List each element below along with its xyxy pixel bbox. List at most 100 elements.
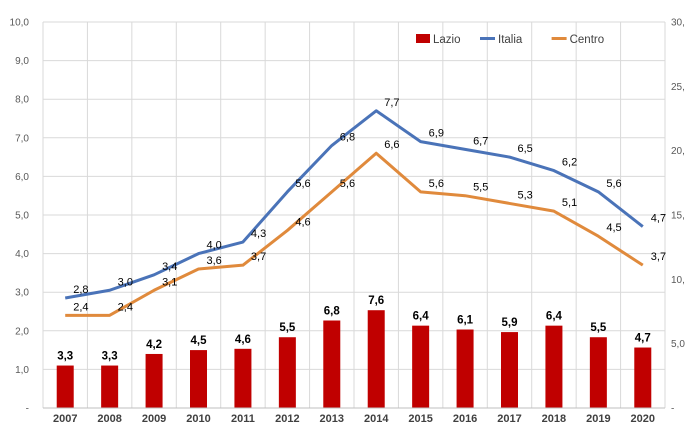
line-data-label-italia: 5,6 bbox=[295, 178, 310, 190]
line-data-label-italia: 4,0 bbox=[207, 240, 222, 252]
y-right-tick-label: 5,0 bbox=[671, 339, 685, 350]
y-axis-right: - 5,0 10, 15, 20, 25, 30, bbox=[671, 18, 685, 415]
y-left-tick-label: 7,0 bbox=[15, 133, 29, 144]
bar-lazio bbox=[190, 350, 207, 408]
bar-lazio bbox=[145, 353, 163, 408]
bar-data-label: 7,6 bbox=[368, 295, 384, 307]
x-tick-label: 2010 bbox=[186, 413, 210, 425]
line-centro bbox=[65, 151, 644, 317]
line-data-label-italia: 4,7 bbox=[651, 213, 666, 225]
x-tick-label: 2020 bbox=[631, 413, 655, 425]
bar-data-label: 6,4 bbox=[413, 311, 430, 323]
line-data-label-centro: 5,5 bbox=[473, 182, 488, 194]
line-data-label-italia: 2,8 bbox=[73, 284, 88, 296]
line-data-label-italia: 6,7 bbox=[473, 135, 488, 147]
line-data-label-italia: 6,9 bbox=[429, 128, 444, 140]
y-right-tick-label: - bbox=[671, 404, 674, 415]
y-left-tick-label: 2,0 bbox=[15, 326, 29, 337]
bar-data-label: 6,4 bbox=[546, 311, 563, 323]
y-left-tick-label: 6,0 bbox=[15, 172, 29, 183]
line-data-label-centro: 2,4 bbox=[118, 301, 133, 313]
x-tick-label: 2008 bbox=[97, 413, 121, 425]
line-data-label-italia: 3,4 bbox=[162, 261, 177, 273]
legend-label-italia: Italia bbox=[498, 34, 523, 46]
line-data-label-italia: 7,7 bbox=[384, 97, 399, 109]
bar-data-label: 5,5 bbox=[279, 322, 296, 334]
bar-data-label: 6,1 bbox=[457, 315, 474, 327]
bar-data-label: 3,3 bbox=[57, 351, 73, 363]
y-left-tick-label: 1,0 bbox=[15, 365, 29, 376]
line-italia bbox=[64, 109, 644, 300]
bar-data-label: 4,7 bbox=[635, 333, 651, 345]
bar-data-labels: 3,3 3,3 4,2 4,5 4,6 5,5 6,8 7,6 6,4 6,1 5,9 6,4 5,5 4… bbox=[57, 295, 651, 362]
line-data-label-centro: 3,6 bbox=[207, 255, 222, 267]
bar-lazio bbox=[323, 320, 341, 408]
y-left-tick-label: 8,0 bbox=[15, 95, 29, 106]
x-tick-label: 2017 bbox=[497, 413, 521, 425]
line-data-label-centro: 4,6 bbox=[295, 216, 310, 228]
y-right-tick-label: 25, bbox=[671, 82, 685, 93]
line-data-label-italia: 4,3 bbox=[251, 228, 266, 240]
bar-data-label: 5,5 bbox=[590, 322, 607, 334]
y-right-tick-label: 30, bbox=[671, 18, 685, 29]
line-data-label-centro: 2,4 bbox=[73, 301, 88, 313]
x-tick-label: 2011 bbox=[231, 413, 255, 425]
y-left-tick-label: 10,0 bbox=[10, 18, 30, 29]
line-data-labels: 2,8 3,0 3,4 4,0 4,3 5,6 6,8 7,7 6,9 6,7 6,5 6,2 5,6 4… bbox=[73, 97, 666, 314]
bar-lazio bbox=[56, 365, 74, 408]
legend-swatch-lazio bbox=[416, 34, 430, 43]
x-tick-label: 2019 bbox=[586, 413, 610, 425]
x-tick-label: 2018 bbox=[542, 413, 566, 425]
y-right-tick-label: 10, bbox=[671, 275, 685, 286]
bar-lazio bbox=[367, 310, 385, 408]
bar-data-label: 3,3 bbox=[102, 351, 118, 363]
line-data-label-italia: 6,8 bbox=[340, 132, 355, 144]
line-data-label-centro: 5,6 bbox=[429, 178, 444, 190]
gridlines bbox=[42, 21, 666, 409]
line-data-label-centro: 5,3 bbox=[518, 189, 533, 201]
line-series bbox=[64, 109, 644, 317]
y-right-tick-label: 15, bbox=[671, 211, 685, 222]
bar-data-label: 4,6 bbox=[235, 334, 251, 346]
x-tick-label: 2012 bbox=[275, 413, 299, 425]
bar-lazio bbox=[634, 347, 652, 408]
x-axis: 2007 2008 2009 2010 2011 2012 2013 2014 2015 2016… bbox=[43, 407, 665, 425]
bar-data-label: 6,8 bbox=[324, 306, 341, 318]
y-left-tick-label: 3,0 bbox=[15, 288, 29, 299]
y-left-tick-label: - bbox=[26, 404, 29, 415]
bar-data-label: 5,9 bbox=[502, 317, 518, 329]
x-tick-label: 2015 bbox=[408, 413, 432, 425]
legend-label-centro: Centro bbox=[570, 34, 605, 46]
line-data-label-italia: 6,2 bbox=[562, 157, 577, 169]
x-tick-label: 2016 bbox=[453, 413, 477, 425]
line-data-label-centro: 6,6 bbox=[384, 139, 399, 151]
x-tick-label: 2007 bbox=[53, 413, 77, 425]
y-right-tick-label: 20, bbox=[671, 146, 685, 157]
line-data-label-italia: 6,5 bbox=[518, 143, 533, 155]
line-data-label-centro: 4,5 bbox=[606, 222, 621, 234]
y-left-tick-label: 4,0 bbox=[15, 249, 29, 260]
bar-lazio bbox=[501, 332, 518, 408]
bar-lazio bbox=[101, 365, 119, 408]
bar-data-label: 4,5 bbox=[191, 335, 208, 347]
line-data-label-centro: 3,1 bbox=[162, 276, 177, 288]
bar-data-label: 4,2 bbox=[146, 339, 162, 351]
x-tick-label: 2009 bbox=[142, 413, 166, 425]
y-axis-left: - 1,0 2,0 3,0 4,0 5,0 6,0 7,0 8,0 9,0 10,0 bbox=[10, 18, 30, 415]
x-tick-label: 2014 bbox=[364, 413, 389, 425]
bar-lazio bbox=[412, 325, 430, 408]
line-data-label-centro: 3,7 bbox=[251, 251, 266, 263]
bar-series-lazio bbox=[56, 310, 652, 408]
bar-lazio bbox=[589, 337, 607, 408]
bar-lazio bbox=[278, 337, 296, 408]
line-data-label-italia: 5,6 bbox=[606, 178, 621, 190]
y-left-tick-label: 5,0 bbox=[15, 211, 29, 222]
legend-label-lazio: Lazio bbox=[433, 34, 461, 46]
line-data-label-centro: 5,1 bbox=[562, 197, 577, 209]
line-data-label-centro: 3,7 bbox=[651, 251, 666, 263]
y-left-tick-label: 9,0 bbox=[15, 56, 29, 67]
bar-lazio bbox=[545, 325, 563, 408]
line-data-label-centro: 5,6 bbox=[340, 178, 355, 190]
line-data-label-italia: 3,0 bbox=[118, 276, 133, 288]
